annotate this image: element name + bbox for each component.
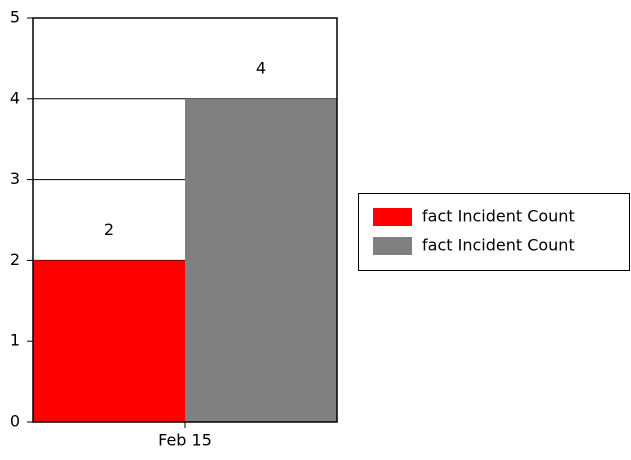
legend-swatch xyxy=(373,237,412,255)
legend-box xyxy=(358,193,630,271)
data-label: 4 xyxy=(256,58,266,77)
plot-frame xyxy=(32,17,338,423)
y-tick-label: 3 xyxy=(10,169,20,188)
legend-swatch xyxy=(373,208,412,226)
data-label: 2 xyxy=(104,220,114,239)
y-tick-label: 1 xyxy=(10,331,20,350)
legend-label: fact Incident Count xyxy=(422,236,575,255)
y-tick-label: 0 xyxy=(10,412,20,431)
y-tick-label: 2 xyxy=(10,250,20,269)
legend-label: fact Incident Count xyxy=(422,207,575,226)
bar xyxy=(33,260,185,422)
x-tick-label: Feb 15 xyxy=(158,431,212,450)
y-tick-label: 5 xyxy=(10,8,20,27)
y-tick-label: 4 xyxy=(10,88,20,107)
bar xyxy=(185,98,337,423)
